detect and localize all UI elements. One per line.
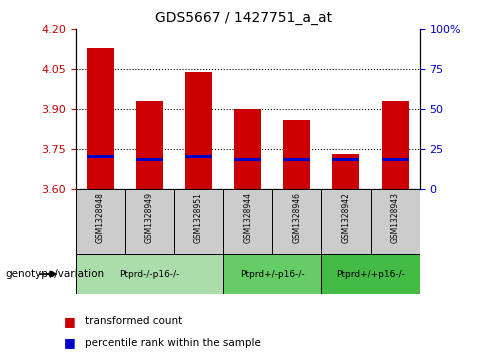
Text: GSM1328944: GSM1328944	[243, 192, 252, 243]
Bar	[185, 155, 212, 158]
Bar	[174, 189, 223, 254]
Text: ■: ■	[63, 315, 75, 328]
Text: Ptprd-/-p16-/-: Ptprd-/-p16-/-	[119, 270, 180, 278]
Bar	[76, 254, 223, 294]
Bar	[136, 158, 163, 161]
Bar	[382, 101, 408, 189]
Text: GSM1328949: GSM1328949	[145, 192, 154, 243]
Bar	[332, 154, 360, 189]
Bar	[382, 158, 408, 161]
Text: Ptprd+/-p16-/-: Ptprd+/-p16-/-	[240, 270, 305, 278]
Bar	[234, 158, 261, 161]
Bar	[125, 189, 174, 254]
Bar	[332, 158, 360, 161]
Bar	[185, 72, 212, 189]
Bar	[322, 189, 370, 254]
Text: transformed count: transformed count	[85, 316, 183, 326]
Bar	[76, 189, 125, 254]
Text: GSM1328942: GSM1328942	[342, 192, 350, 243]
Text: percentile rank within the sample: percentile rank within the sample	[85, 338, 261, 348]
Bar	[284, 158, 310, 161]
Text: GSM1328951: GSM1328951	[194, 192, 203, 243]
Text: GDS5667 / 1427751_a_at: GDS5667 / 1427751_a_at	[156, 11, 332, 25]
Bar	[272, 189, 322, 254]
Bar	[284, 119, 310, 189]
Bar	[370, 189, 420, 254]
Bar	[234, 109, 261, 189]
Bar	[223, 254, 322, 294]
Bar	[223, 189, 272, 254]
Text: GSM1328946: GSM1328946	[292, 192, 301, 243]
Bar	[87, 155, 114, 158]
Text: Ptprd+/+p16-/-: Ptprd+/+p16-/-	[336, 270, 405, 278]
Bar	[87, 48, 114, 189]
Text: ■: ■	[63, 337, 75, 350]
Bar	[136, 101, 163, 189]
Text: GSM1328948: GSM1328948	[96, 192, 105, 243]
Bar	[322, 254, 420, 294]
Text: genotype/variation: genotype/variation	[5, 269, 104, 279]
Text: GSM1328943: GSM1328943	[390, 192, 400, 243]
